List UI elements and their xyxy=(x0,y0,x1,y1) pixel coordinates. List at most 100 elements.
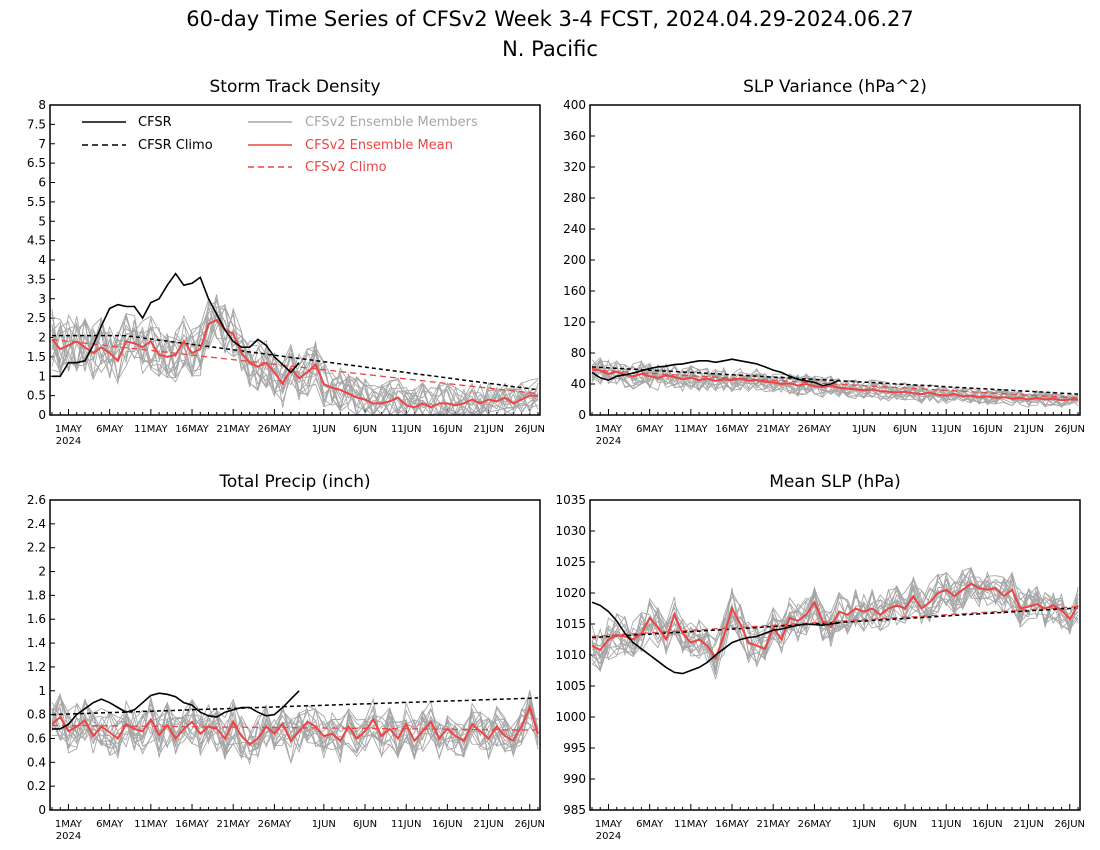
y-tick-label: 1.5 xyxy=(27,350,46,364)
y-tick-label: 0 xyxy=(578,408,586,422)
y-tick-label: 2 xyxy=(38,565,46,579)
ensemble-member-line xyxy=(51,706,539,759)
ensemble-member-line xyxy=(591,576,1079,672)
panel-slp-variance: SLP Variance (hPa^2) 0 40 80 120 160 200 240 28… xyxy=(563,77,1085,447)
legend-label-cfsv2-climo: CFSv2 Climo xyxy=(305,160,387,175)
legend: CFSR CFSR Climo CFSv2 Ensemble Members C… xyxy=(82,115,478,175)
x-tick-label: 11MAY xyxy=(674,819,708,830)
cfsr-line xyxy=(52,272,300,378)
y-tick-label: 3.5 xyxy=(27,272,46,286)
ensemble-members xyxy=(591,356,1079,408)
plot-frame xyxy=(589,104,1081,416)
x-tick-label: 26MAY xyxy=(258,819,292,830)
x-tick-label: 1MAY xyxy=(55,424,83,435)
x-tick-label: 26JUN xyxy=(1055,819,1085,830)
x-tick-label: 6MAY xyxy=(96,819,124,830)
y-tick-label: 2.4 xyxy=(27,517,46,531)
ensemble-members xyxy=(51,294,539,417)
y-tick-label: 360 xyxy=(563,129,586,143)
panel-title: Mean SLP (hPa) xyxy=(769,472,901,492)
y-tick-label: 1.6 xyxy=(27,612,46,626)
x-tick-label: 16JUN xyxy=(972,424,1002,435)
ensemble-member-line xyxy=(51,306,539,416)
cfsv2-climo-line xyxy=(591,369,1079,399)
y-tick-label: 990 xyxy=(563,772,586,786)
x-tick-label: 1JUN xyxy=(312,819,336,830)
ensemble-mean-line xyxy=(51,704,539,746)
cfsv2-climo-line xyxy=(51,724,539,731)
panel-title: SLP Variance (hPa^2) xyxy=(743,77,927,97)
y-tick-label: 1025 xyxy=(555,555,586,569)
x-tick-label: 6JUN xyxy=(893,819,917,830)
y-tick-label: 0 xyxy=(38,408,46,422)
ensemble-member-line xyxy=(51,303,539,416)
ensemble-member-line xyxy=(591,569,1079,664)
y-tick-label: 400 xyxy=(563,98,586,112)
x-tick-label: 21JUN xyxy=(1013,819,1043,830)
ensemble-member-line xyxy=(591,568,1079,668)
x-tick-label: 1MAY xyxy=(55,819,83,830)
y-tick-label: 4.5 xyxy=(27,234,46,248)
x-tick-label: 26JUN xyxy=(515,424,545,435)
y-tick-label: 80 xyxy=(571,346,586,360)
y-tick-label: 1015 xyxy=(555,617,586,631)
panel-mean-slp: Mean SLP (hPa) 985 990 995 1000 1005 1010 1015… xyxy=(555,472,1085,842)
figure-title-line2: N. Pacific xyxy=(502,37,598,61)
ensemble-member-line xyxy=(51,307,539,416)
x-tick-label: 21JUN xyxy=(1013,424,1043,435)
x-tick-label: 21MAY xyxy=(216,424,250,435)
ensemble-member-line xyxy=(591,359,1079,407)
x-tick-label: 16MAY xyxy=(715,819,749,830)
x-tick-label: 11MAY xyxy=(134,819,168,830)
y-tick-label: 8 xyxy=(38,98,46,112)
y-tick-label: 2.6 xyxy=(27,493,46,507)
y-tick-label: 40 xyxy=(571,377,586,391)
y-tick-label: 1.4 xyxy=(27,636,46,650)
x-year-label: 2024 xyxy=(596,436,621,447)
y-tick-label: 1020 xyxy=(555,586,586,600)
y-tick-label: 160 xyxy=(563,284,586,298)
y-tick-label: 1035 xyxy=(555,493,586,507)
y-tick-label: 985 xyxy=(563,803,586,817)
y-tick-label: 4 xyxy=(38,253,46,267)
y-tick-label: 1.8 xyxy=(27,588,46,602)
y-tick-label: 5 xyxy=(38,214,46,228)
y-tick-label: 0 xyxy=(38,803,46,817)
y-tick-label: 1 xyxy=(38,369,46,383)
y-tick-label: 0.8 xyxy=(27,708,46,722)
x-tick-label: 1MAY xyxy=(595,424,623,435)
x-tick-label: 6MAY xyxy=(636,424,664,435)
plot-frame xyxy=(589,499,1081,811)
x-tick-label: 16MAY xyxy=(175,819,209,830)
legend-label-ens-members: CFSv2 Ensemble Members xyxy=(305,115,478,130)
y-tick-label: 2.5 xyxy=(27,311,46,325)
y-tick-label: 2.2 xyxy=(27,541,46,555)
x-tick-label: 26JUN xyxy=(1055,424,1085,435)
x-tick-label: 26JUN xyxy=(515,819,545,830)
plot-frame xyxy=(49,499,541,811)
x-year-label: 2024 xyxy=(56,436,81,447)
y-tick-label: 6 xyxy=(38,176,46,190)
ensemble-mean-line xyxy=(591,367,1078,402)
y-tick-label: 2 xyxy=(38,331,46,345)
cfsr-line xyxy=(591,601,840,675)
x-tick-label: 26MAY xyxy=(798,424,832,435)
x-tick-label: 1JUN xyxy=(852,819,876,830)
y-tick-label: 5.5 xyxy=(27,195,46,209)
ensemble-member-line xyxy=(591,363,1079,407)
y-tick-label: 1030 xyxy=(555,524,586,538)
cfsr-line xyxy=(52,690,300,730)
plot-frame xyxy=(49,104,541,416)
x-tick-label: 21JUN xyxy=(473,424,503,435)
x-tick-label: 1JUN xyxy=(312,424,336,435)
cfsr-climo-line xyxy=(52,334,539,391)
y-tick-label: 0.5 xyxy=(27,389,46,403)
x-tick-label: 21MAY xyxy=(756,424,790,435)
ensemble-member-line xyxy=(591,356,1079,407)
figure-title-line1: 60-day Time Series of CFSv2 Week 3-4 FCS… xyxy=(186,7,914,31)
x-tick-label: 6JUN xyxy=(353,819,377,830)
x-tick-label: 11MAY xyxy=(134,424,168,435)
x-tick-label: 26MAY xyxy=(258,424,292,435)
ensemble-member-line xyxy=(51,698,539,760)
